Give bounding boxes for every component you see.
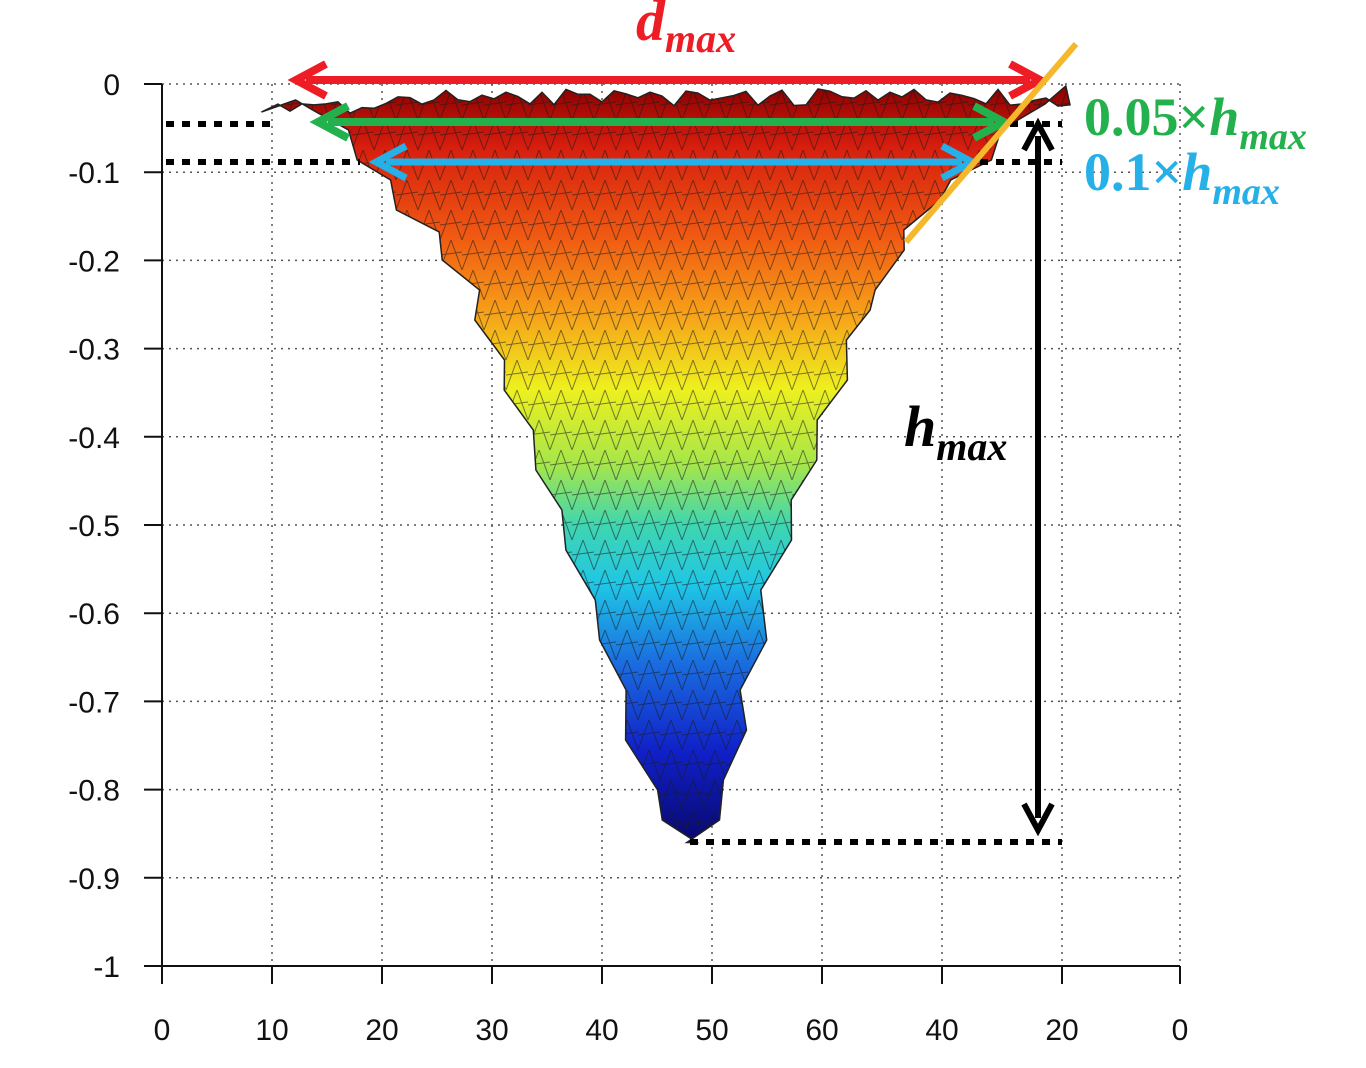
hmax-arrow-head-top xyxy=(1021,117,1055,152)
x-tick-label: 40 xyxy=(925,1014,958,1047)
hmax-label: hmax xyxy=(904,394,1007,469)
dmax-main: d xyxy=(636,0,666,53)
pit-surface-mesh xyxy=(261,86,1070,843)
level-005-label: 0.05×hmax xyxy=(1084,87,1307,158)
x-tick-label: 0 xyxy=(154,1014,171,1047)
y-tick-label: -0.4 xyxy=(68,422,120,455)
y-tick-label: -0.8 xyxy=(68,775,120,808)
x-tick-label: 10 xyxy=(255,1014,288,1047)
axes xyxy=(144,83,1181,984)
x-tick-label: 0 xyxy=(1172,1014,1189,1047)
level-005-arrow-head-left xyxy=(309,102,350,142)
level-01-prefix: 0.1× xyxy=(1084,142,1182,202)
x-axis-ticks: 0 10 20 30 40 50 60 40 20 0 xyxy=(154,1014,1189,1047)
level-005-arrow-head-right xyxy=(972,102,1013,142)
y-tick-label: -0.1 xyxy=(68,157,120,190)
y-axis-ticks: 0 -0.1 -0.2 -0.3 -0.4 -0.5 -0.6 -0.7 -0.8 -0.9 -1 xyxy=(68,69,120,984)
x-tick-label: 30 xyxy=(475,1014,508,1047)
y-tick-label: -0.7 xyxy=(68,686,120,719)
dmax-sub: max xyxy=(665,16,736,61)
y-tick-label: 0 xyxy=(103,69,120,102)
hmax-arrow-head-bottom xyxy=(1021,802,1055,837)
y-tick-label: -0.6 xyxy=(68,598,120,631)
x-tick-label: 60 xyxy=(805,1014,838,1047)
y-tick-label: -0.3 xyxy=(68,334,120,367)
y-tick-label: -0.5 xyxy=(68,510,120,543)
hmax-main: h xyxy=(904,394,936,459)
level-005-prefix: 0.05× xyxy=(1084,87,1209,147)
y-tick-label: -0.9 xyxy=(68,863,120,896)
x-tick-label: 50 xyxy=(695,1014,728,1047)
x-tick-label: 40 xyxy=(585,1014,618,1047)
pit-surface xyxy=(261,84,1071,844)
level-01-main: h xyxy=(1182,142,1212,202)
level-01-label: 0.1×hmax xyxy=(1084,142,1280,213)
x-tick-label: 20 xyxy=(365,1014,398,1047)
level-01-sub: max xyxy=(1212,171,1280,213)
y-tick-label: -0.2 xyxy=(68,245,120,278)
hmax-sub: max xyxy=(936,424,1007,469)
dmax-arrow-head-left xyxy=(287,60,328,100)
level-005-main: h xyxy=(1209,87,1239,147)
level-005-sub: max xyxy=(1239,116,1307,158)
dmax-label: dmax xyxy=(636,0,736,61)
slope-line xyxy=(903,42,1079,244)
reference-lines xyxy=(166,42,1079,845)
dmax-arrow-head-right xyxy=(1008,60,1049,100)
y-tick-label: -1 xyxy=(93,951,120,984)
level-01-arrow-head-left xyxy=(368,142,408,182)
x-tick-label: 20 xyxy=(1045,1014,1078,1047)
